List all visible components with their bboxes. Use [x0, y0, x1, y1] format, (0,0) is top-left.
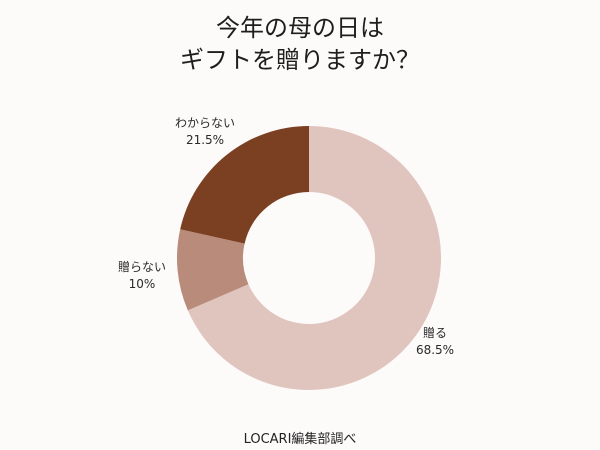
slice-label-name: 贈る — [422, 326, 447, 340]
slice-label-okuru: 贈る 68.5% — [400, 325, 470, 359]
slice-label-value: 10% — [128, 277, 156, 291]
chart-title-line-1: 今年の母の日は — [216, 14, 384, 42]
donut-slice-2 — [180, 126, 309, 244]
slice-label-wakaranai: わからない 21.5% — [165, 115, 245, 149]
slice-label-name: 贈らない — [117, 260, 166, 274]
donut-slice-0 — [187, 126, 442, 391]
slice-label-value: 68.5% — [415, 343, 455, 357]
source-note: LOCARI編集部調べ — [243, 432, 357, 447]
chart-title: 今年の母の日は ギフトを贈りますか？ — [0, 12, 600, 76]
chart-title-line-2: ギフトを贈りますか？ — [180, 46, 420, 74]
slice-label-value: 21.5% — [185, 133, 225, 147]
slice-label-okuranai: 贈らない 10% — [107, 259, 177, 293]
slice-label-name: わからない — [174, 116, 235, 130]
donut-slice-1 — [177, 229, 249, 311]
